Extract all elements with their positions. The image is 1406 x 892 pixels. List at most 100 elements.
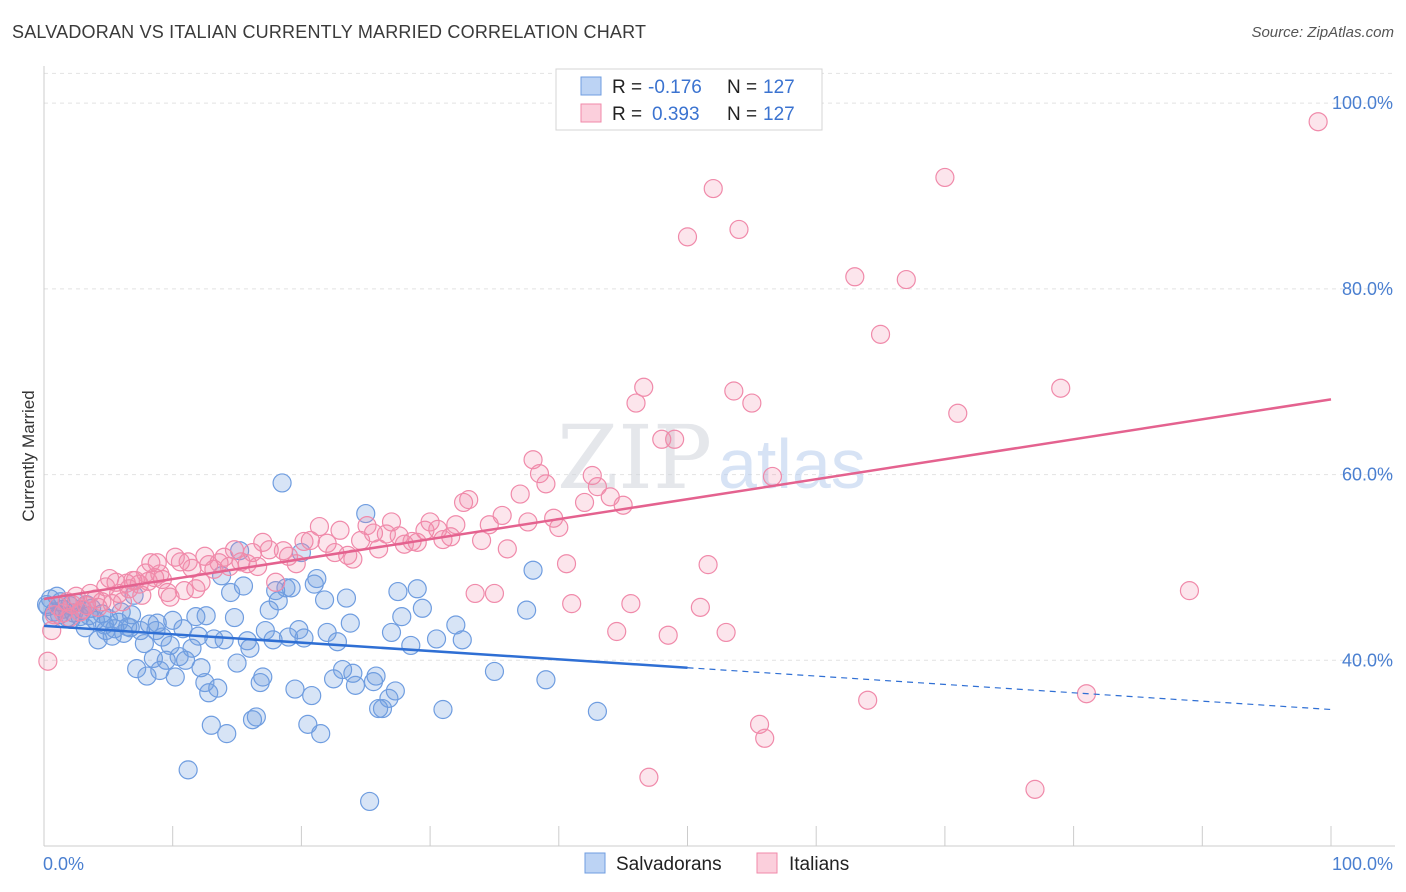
point-italian [273, 541, 293, 561]
point-italian [690, 597, 710, 617]
point-salvadoran [327, 632, 348, 652]
point-salvadoran [127, 659, 147, 679]
point-salvadoran [233, 576, 254, 596]
point-salvadoran [360, 791, 380, 812]
point-italian [639, 767, 659, 787]
point-italian [191, 572, 211, 592]
point-salvadoran [272, 473, 292, 493]
point-italian [1025, 779, 1045, 799]
point-salvadoran [201, 715, 221, 735]
point-italian [613, 495, 633, 515]
point-salvadoran [433, 699, 453, 720]
point-italian [677, 227, 698, 247]
point-salvadoran [191, 658, 211, 678]
point-salvadoran [587, 701, 608, 721]
trend-line-italians [43, 398, 1332, 601]
point-salvadoran [204, 629, 224, 649]
point-salvadoran [276, 578, 296, 598]
point-salvadoran [388, 581, 408, 602]
point-salvadoran [426, 629, 447, 649]
point-italian [665, 429, 685, 449]
point-italian [845, 267, 865, 287]
legend-bottom-swatch-italians [756, 852, 778, 874]
point-salvadoran [208, 678, 228, 698]
point-salvadoran [412, 598, 432, 618]
y-tick-label: 80.0% [1342, 279, 1393, 299]
legend-n-value-salvadorans: 127 [763, 77, 795, 98]
point-italian [716, 622, 736, 643]
point-italian [556, 554, 577, 574]
point-italian [1308, 112, 1328, 132]
point-italian [621, 594, 641, 614]
trend-line-salvadorans [43, 624, 688, 669]
legend-r-label-italians: R = [612, 104, 642, 125]
point-italian [309, 516, 330, 537]
point-italian [420, 512, 440, 532]
point-italian [259, 540, 279, 560]
point-italian [634, 377, 654, 397]
point-italian [484, 583, 505, 604]
point-italian [186, 579, 206, 599]
legend-bottom-swatch-salvadorans [584, 852, 606, 874]
point-italian [587, 477, 608, 497]
point-italian [330, 520, 350, 540]
series-salvadorans-points [36, 473, 608, 812]
point-salvadoran [298, 714, 318, 734]
point-italian [562, 594, 582, 614]
point-salvadoran [224, 607, 245, 628]
point-italian [896, 269, 916, 290]
point-salvadoran [536, 670, 556, 690]
point-italian [698, 555, 718, 575]
point-italian [459, 490, 479, 510]
point-salvadoran [340, 613, 360, 633]
legend-swatch-italians [580, 103, 602, 123]
point-salvadoran [173, 619, 193, 639]
point-italian [465, 583, 485, 604]
point-italian [948, 403, 968, 423]
point-italian [1179, 581, 1200, 601]
point-italian [658, 625, 678, 645]
point-salvadoran [336, 588, 357, 608]
point-italian [38, 651, 58, 671]
legend-top: R = -0.176 N = 127 R = 0.393 N = 127 [555, 68, 823, 131]
y-tick-label: 60.0% [1342, 465, 1393, 485]
point-salvadoran [381, 622, 402, 643]
point-italian [724, 381, 744, 401]
legend-bottom: Salvadorans Italians [584, 852, 849, 875]
legend-r-value-italians: 0.393 [652, 104, 700, 125]
axes [43, 66, 1395, 847]
source-label: Source: ZipAtlas.com [1251, 24, 1394, 41]
legend-r-value-salvadorans: -0.176 [648, 77, 702, 98]
point-salvadoran [214, 630, 234, 650]
point-salvadoran [484, 661, 505, 682]
point-salvadoran [392, 607, 412, 627]
point-italian [729, 219, 749, 240]
point-salvadoran [366, 666, 386, 686]
legend-n-label-italians: N = [727, 104, 757, 125]
point-italian [742, 393, 762, 413]
legend-swatch-salvadorans [580, 76, 602, 96]
point-italian [294, 531, 314, 552]
point-salvadoran [385, 681, 405, 701]
point-italian [762, 466, 783, 487]
point-salvadoran [146, 620, 166, 641]
point-salvadoran [517, 600, 537, 620]
point-italian [626, 393, 646, 413]
point-italian [529, 464, 550, 484]
point-italian [170, 552, 191, 572]
legend-n-value-italians: 127 [763, 104, 795, 125]
point-salvadoran [217, 724, 237, 744]
point-italian [755, 728, 775, 748]
legend-n-label-salvadorans: N = [727, 77, 757, 98]
point-italian [446, 515, 466, 535]
chart-title: SALVADORAN VS ITALIAN CURRENTLY MARRIED … [12, 22, 647, 42]
legend-r-label-salvadorans: R = [612, 77, 642, 98]
x-tick-label-max: 100.0% [1332, 854, 1393, 874]
point-salvadoran [165, 667, 185, 687]
point-salvadoran [314, 590, 335, 610]
point-italian [42, 620, 62, 641]
point-salvadoran [343, 663, 363, 683]
point-salvadoran [332, 659, 353, 680]
trend-line-salvadorans-extension [687, 667, 1332, 711]
point-italian [574, 492, 595, 513]
